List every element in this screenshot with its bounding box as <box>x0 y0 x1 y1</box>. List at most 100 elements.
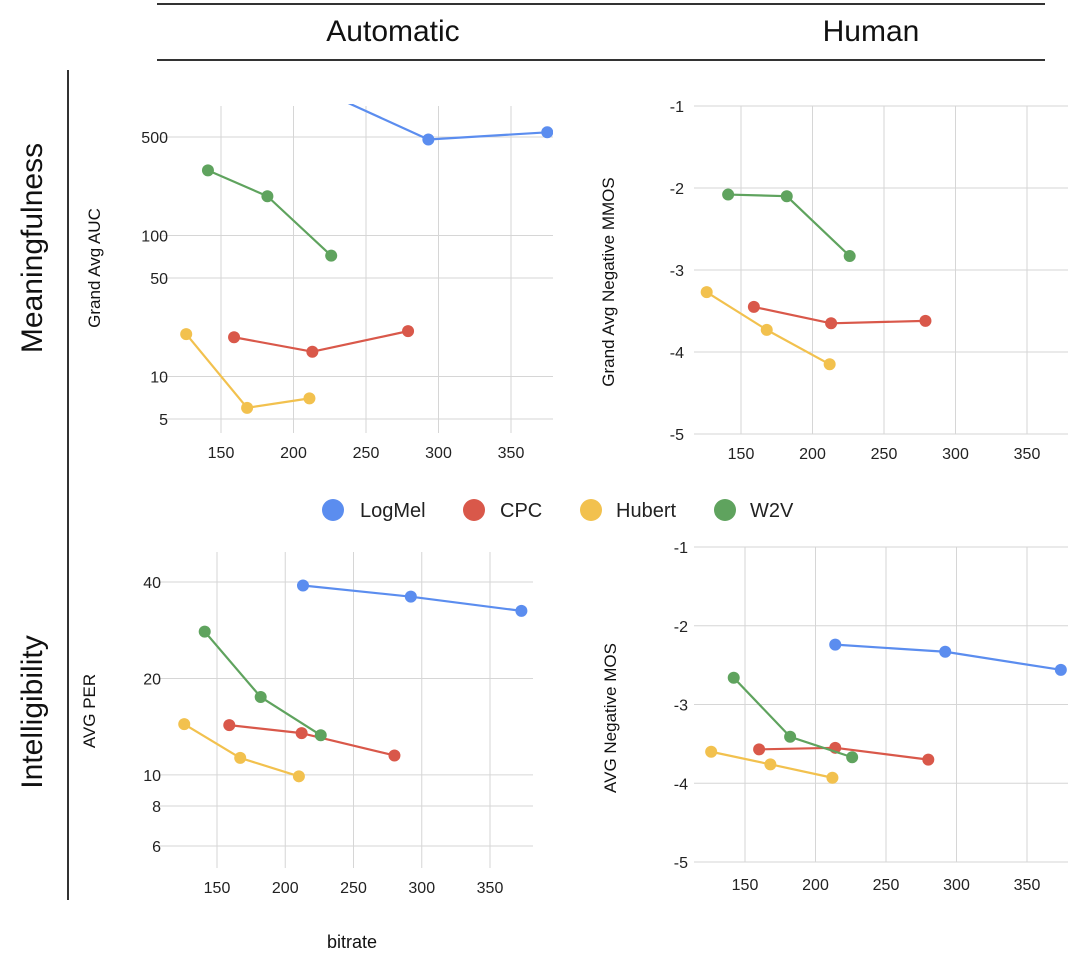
data-point-w2v <box>727 671 740 684</box>
data-point-hubert <box>764 758 777 771</box>
data-point-w2v <box>261 190 274 203</box>
y-tick-label: -5 <box>670 427 684 444</box>
series-line-w2v <box>207 169 332 257</box>
x-tick-label: 200 <box>799 446 826 463</box>
x-tick-label: 300 <box>942 446 969 463</box>
data-point-hubert <box>292 770 305 783</box>
series-line-w2v <box>728 193 851 257</box>
column-header-automatic: Automatic <box>326 15 459 48</box>
x-tick-label: 300 <box>943 877 970 894</box>
x-tick-label: 150 <box>208 445 235 462</box>
data-point-w2v <box>198 625 211 638</box>
y-tick-label: -5 <box>674 855 688 872</box>
series-line-cpc <box>753 305 926 325</box>
data-point-hubert <box>705 745 718 758</box>
series-cpc <box>223 719 401 762</box>
x-tick-label: 200 <box>280 445 307 462</box>
data-point-hubert <box>180 328 193 341</box>
legend-swatch-cpc <box>463 499 485 521</box>
legend: LogMel CPC Hubert W2V <box>322 499 794 522</box>
x-axis-label: bitrate <box>327 932 377 952</box>
legend-swatch-w2v <box>714 499 736 521</box>
data-point-logmel <box>1054 663 1067 676</box>
data-point-cpc <box>306 345 319 358</box>
y-tick-label: 10 <box>143 768 161 785</box>
ylabel-meaningfulness-automatic: Grand Avg AUC <box>85 208 104 328</box>
legend-swatch-hubert <box>580 499 602 521</box>
y-tick-label: 40 <box>143 575 161 592</box>
y-tick-label: 500 <box>141 130 168 147</box>
data-point-logmel <box>939 645 952 658</box>
legend-label-hubert: Hubert <box>616 500 676 522</box>
y-tick-label: 100 <box>141 229 168 246</box>
series-w2v <box>201 164 338 262</box>
x-tick-label: 250 <box>353 445 380 462</box>
y-tick-label: -1 <box>670 99 684 116</box>
ylabel-intelligibility-automatic: AVG PER <box>80 674 99 748</box>
series-w2v <box>727 671 859 764</box>
series-w2v <box>722 188 856 263</box>
data-point-hubert <box>234 751 247 764</box>
x-tick-label: 350 <box>477 880 504 897</box>
x-tick-label: 300 <box>425 445 452 462</box>
data-point-cpc <box>919 314 932 327</box>
series-w2v <box>198 625 327 742</box>
y-tick-label: 10 <box>150 370 168 387</box>
x-tick-label: 150 <box>204 880 231 897</box>
data-point-w2v <box>846 751 859 764</box>
data-point-w2v <box>780 190 793 203</box>
data-point-logmel <box>829 638 842 651</box>
x-tick-label: 300 <box>408 880 435 897</box>
series-logmel <box>347 104 553 146</box>
data-point-cpc <box>825 317 838 330</box>
series-hubert <box>178 718 305 783</box>
x-tick-label: 250 <box>873 877 900 894</box>
data-point-hubert <box>303 392 316 405</box>
legend-label-cpc: CPC <box>500 500 542 522</box>
data-point-w2v <box>784 730 797 743</box>
row-header-intelligibility: Intelligibility <box>16 635 49 788</box>
data-point-hubert <box>823 358 836 371</box>
series-line-w2v <box>203 630 322 737</box>
x-tick-label: 250 <box>340 880 367 897</box>
legend-label-w2v: W2V <box>750 500 794 522</box>
data-point-cpc <box>388 749 401 762</box>
data-point-w2v <box>843 250 856 263</box>
y-tick-label: 8 <box>152 799 161 816</box>
x-tick-label: 150 <box>732 877 759 894</box>
data-point-cpc <box>228 331 241 344</box>
data-point-w2v <box>314 729 327 742</box>
data-point-hubert <box>826 771 839 784</box>
series-line-hubert <box>185 333 310 409</box>
y-tick-label: 50 <box>150 271 168 288</box>
y-tick-label: 20 <box>143 671 161 688</box>
y-tick-label: -3 <box>670 263 684 280</box>
data-point-cpc <box>402 325 415 338</box>
data-point-hubert <box>178 718 191 731</box>
data-point-logmel <box>515 604 528 617</box>
row-header-meaningfulness: Meaningfulness <box>16 143 49 353</box>
x-tick-label: 350 <box>1014 877 1041 894</box>
y-tick-label: -4 <box>674 776 688 793</box>
legend-swatch-logmel <box>322 499 344 521</box>
series-logmel <box>829 638 1067 676</box>
data-point-logmel <box>422 133 435 146</box>
series-line-cpc <box>233 330 409 353</box>
chart-intelligibility-human: 150 200 250 300 350 -1 -2 -3 -4 -5 <box>674 540 1068 894</box>
y-tick-label: -4 <box>670 345 684 362</box>
data-point-cpc <box>753 743 766 756</box>
series-hubert <box>705 745 839 784</box>
legend-label-logmel: LogMel <box>360 500 426 522</box>
series-cpc <box>747 300 932 330</box>
y-tick-label: -1 <box>674 540 688 557</box>
data-point-hubert <box>760 323 773 336</box>
data-point-cpc <box>295 727 308 740</box>
x-tick-label: 350 <box>498 445 525 462</box>
y-tick-label: -2 <box>674 619 688 636</box>
x-tick-label: 200 <box>802 877 829 894</box>
data-point-w2v <box>325 249 338 262</box>
series-cpc <box>228 325 415 358</box>
chart-intelligibility-automatic: 150 200 250 300 350 6 8 10 20 40 <box>143 552 533 897</box>
data-point-hubert <box>241 401 254 414</box>
